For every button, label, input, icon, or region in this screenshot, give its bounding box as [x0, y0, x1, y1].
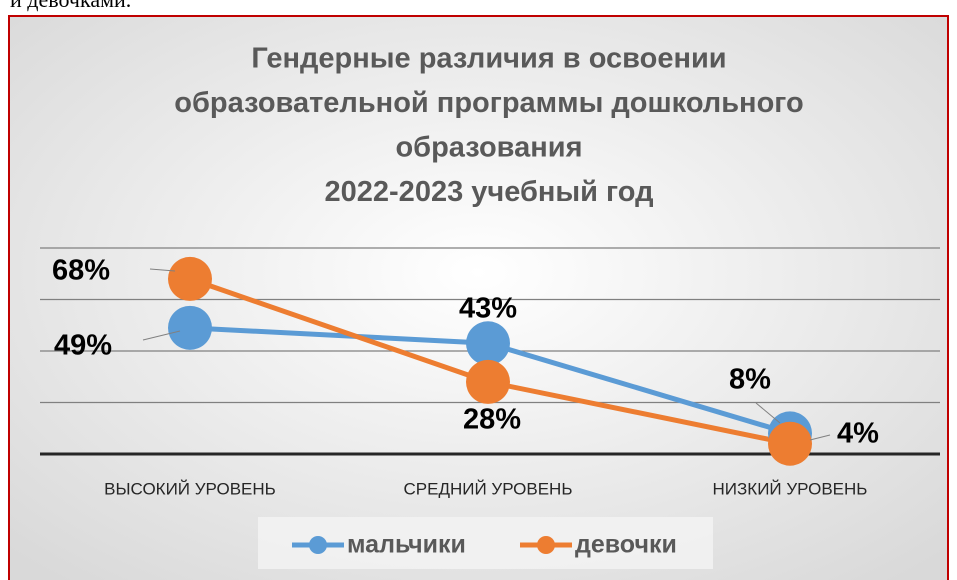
data-label: 43% [459, 293, 517, 325]
marker [168, 305, 212, 350]
x-tick-label: СРЕДНИЙ УРОВЕНЬ [403, 479, 572, 498]
x-tick-label: НИЗКИЙ УРОВЕНЬ [713, 479, 868, 498]
leader-line [142, 330, 181, 341]
marker [768, 421, 812, 466]
data-label: 4% [837, 418, 879, 450]
leader-line [755, 402, 781, 424]
legend-label: мальчики [347, 531, 466, 559]
page-text: и девочками. [10, 0, 131, 12]
data-label: 28% [463, 404, 521, 436]
x-tick-label: ВЫСОКИЙ УРОВЕНЬ [104, 479, 276, 498]
chart-title: образовательной программы дошкольного [174, 87, 803, 119]
marker [168, 256, 212, 301]
legend-marker [309, 536, 327, 554]
data-label: 49% [54, 330, 112, 362]
chart-area [8, 15, 949, 580]
marker [466, 359, 510, 404]
legend-label: девочки [575, 531, 677, 559]
data-label: 68% [52, 255, 110, 287]
chart-title: образования [395, 132, 582, 164]
chart-title: Гендерные различия в освоении [251, 43, 726, 75]
data-label: 8% [729, 364, 771, 396]
chart-title: 2022-2023 учебный год [325, 176, 654, 208]
marker [466, 321, 510, 366]
leader-line [149, 268, 176, 272]
leader-line [809, 434, 831, 441]
legend-marker [537, 536, 555, 554]
